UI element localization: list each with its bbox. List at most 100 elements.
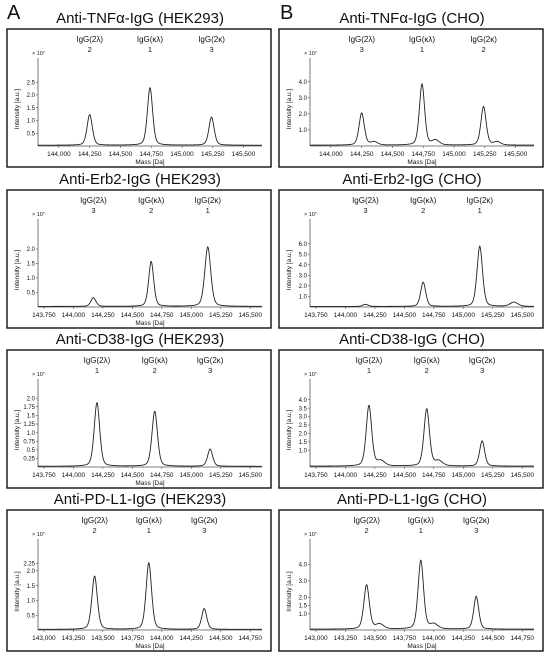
x-tick-label: 144,750: [238, 635, 262, 642]
peak-label: IgG(κλ): [414, 356, 441, 365]
peak-number: 3: [360, 45, 364, 54]
x-tick-label: 144,750: [422, 472, 446, 479]
x-tick-label: 145,250: [481, 472, 505, 479]
x-tick-label: 144,500: [121, 312, 145, 319]
y-tick-label: 2.0: [27, 93, 36, 99]
x-tick-label: 144,250: [363, 472, 387, 479]
y-tick-label: 3.0: [299, 415, 308, 421]
peak-number: 3: [208, 366, 212, 375]
x-tick-label: 143,750: [121, 635, 145, 642]
x-tick-label: 144,500: [109, 151, 133, 158]
peak-number: 3: [91, 206, 95, 215]
peak-label: IgG(2λ): [80, 196, 107, 205]
y-tick-label: 1.0: [299, 295, 308, 301]
x-tick-label: 143,500: [363, 635, 387, 642]
peak-number: 2: [425, 366, 429, 375]
y-tick-label: 2.0: [299, 112, 308, 118]
x-tick-label: 145,000: [442, 151, 466, 158]
y-multiplier-label: × 10⁷: [32, 50, 45, 57]
y-tick-label: 0.75: [23, 439, 35, 445]
x-tick-label: 144,250: [180, 635, 204, 642]
x-tick-label: 145,000: [452, 472, 476, 479]
chart-frame: [6, 28, 272, 168]
peak-label: IgG(2λ): [356, 356, 383, 365]
panel-letter-a: A: [7, 2, 21, 24]
x-axis-label: Mass [Da]: [135, 320, 164, 327]
y-tick-label: 0.5: [27, 131, 36, 137]
x-axis-label: Mass [Da]: [135, 643, 164, 650]
peak-label: IgG(2κ): [470, 35, 497, 44]
x-tick-label: 143,000: [32, 635, 56, 642]
peak-label: IgG(2κ): [463, 516, 490, 525]
y-tick-label: 4.0: [299, 80, 308, 86]
y-tick-label: 1.0: [299, 612, 308, 618]
peak-label: IgG(2κ): [198, 35, 225, 44]
x-axis-label: Mass [Da]: [135, 159, 164, 166]
y-tick-label: 3.0: [299, 579, 308, 585]
y-axis-label: Intensity [a.u.]: [286, 410, 293, 451]
x-tick-label: 145,250: [473, 151, 497, 158]
x-tick-label: 144,000: [62, 472, 86, 479]
peak-label: IgG(2κ): [191, 516, 218, 525]
x-tick-label: 145,500: [238, 472, 262, 479]
y-tick-label: 0.5: [27, 291, 36, 297]
chart-title-erb2-hek293: Anti-Erb2-IgG (HEK293): [59, 171, 221, 188]
peak-number: 1: [420, 45, 424, 54]
y-tick-label: 1.5: [27, 262, 36, 268]
y-multiplier-label: × 10⁷: [304, 531, 317, 538]
spectrum-chart-erb2-cho: × 10⁷ Intensity [a.u.] 1.0 2.0 3.0 4.0 5.0 6.0 1…: [278, 189, 544, 329]
spectrum-trace: [310, 404, 534, 467]
x-tick-label: 144,250: [363, 312, 387, 319]
peak-number: 1: [206, 206, 210, 215]
x-tick-label: 145,500: [510, 472, 534, 479]
peak-number: 2: [149, 206, 153, 215]
x-tick-label: 144,250: [350, 151, 374, 158]
spectrum-trace: [38, 402, 262, 467]
chart-title-cd38-hek293: Anti-CD38-IgG (HEK293): [55, 331, 225, 348]
y-axis-label: Intensity [a.u.]: [14, 250, 21, 291]
y-tick-label: 2.0: [299, 432, 308, 438]
chart-frame: [6, 189, 272, 329]
x-tick-label: 145,500: [504, 151, 528, 158]
x-tick-label: 145,250: [481, 312, 505, 319]
y-multiplier-label: × 10⁷: [32, 371, 45, 378]
y-tick-label: 2.0: [27, 247, 36, 253]
y-tick-label: 4.0: [299, 263, 308, 269]
spectrum-chart-tnfa-hek293: × 10⁷ Intensity [a.u.] Mass [Da] 0.5 1.0 1.5 2…: [6, 28, 272, 168]
chart-frame: [278, 189, 544, 329]
spectrum-trace: [310, 559, 534, 630]
y-tick-label: 4.0: [299, 398, 308, 404]
y-tick-label: 5.0: [299, 252, 308, 258]
x-tick-label: 143,750: [32, 472, 56, 479]
x-tick-label: 144,750: [150, 472, 174, 479]
peak-number: 2: [365, 526, 369, 535]
x-tick-label: 143,250: [334, 635, 358, 642]
y-axis-label: Intensity [a.u.]: [14, 89, 21, 130]
peak-number: 2: [93, 526, 97, 535]
x-axis-label: Mass [Da]: [407, 643, 436, 650]
peak-label: IgG(κλ): [137, 35, 164, 44]
chart-title-pdl1-cho: Anti-PD-L1-IgG (CHO): [336, 491, 488, 508]
peak-number: 3: [202, 526, 206, 535]
x-tick-label: 144,750: [411, 151, 435, 158]
x-tick-label: 143,750: [304, 472, 328, 479]
spectrum-trace: [38, 245, 263, 307]
x-tick-label: 145,000: [452, 312, 476, 319]
chart-title-tnfa-hek293: Anti-TNFα-IgG (HEK293): [56, 10, 224, 27]
chart-frame: [278, 349, 544, 489]
y-tick-label: 0.25: [23, 457, 35, 463]
y-tick-label: 3.5: [299, 406, 308, 412]
x-tick-label: 144,000: [334, 472, 358, 479]
y-tick-label: 0.5: [27, 448, 36, 454]
chart-title-erb2-cho: Anti-Erb2-IgG (CHO): [342, 171, 482, 188]
x-tick-label: 144,500: [393, 312, 417, 319]
peak-number: 2: [153, 366, 157, 375]
x-tick-label: 144,000: [150, 635, 174, 642]
x-tick-label: 144,500: [393, 472, 417, 479]
x-tick-label: 145,000: [180, 472, 204, 479]
x-tick-label: 144,250: [91, 472, 115, 479]
chart-title-tnfa-cho: Anti-TNFα-IgG (CHO): [339, 10, 485, 27]
y-tick-label: 1.0: [27, 119, 36, 125]
spectrum-trace: [38, 86, 262, 146]
x-tick-label: 144,250: [452, 635, 476, 642]
